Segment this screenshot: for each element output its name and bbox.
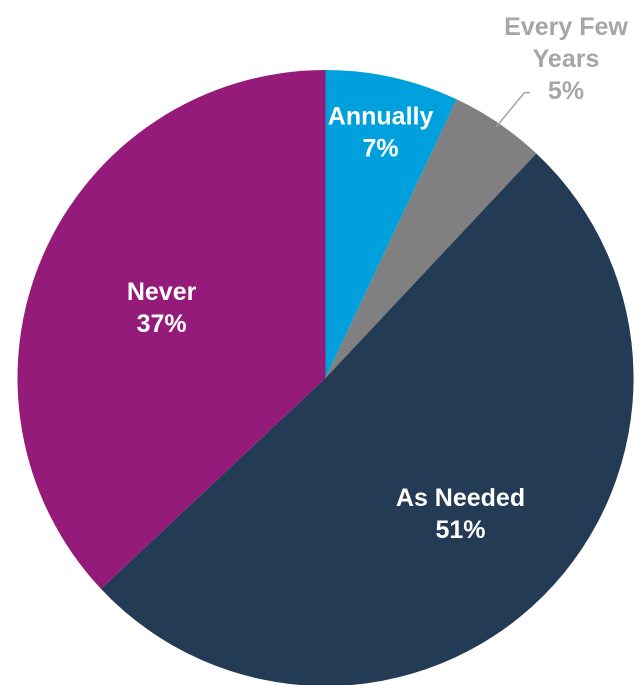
- pie-slice-as-needed: [100, 153, 634, 685]
- leader-line-every-few-years: [495, 91, 530, 128]
- slice-name-as-needed: As Needed: [396, 484, 525, 512]
- slice-name-annually: Annually: [328, 103, 434, 131]
- pie-labels: Annually 7% Every Few Years 5% As Needed 51% Ne…: [127, 13, 629, 544]
- pie-slice-annually: [325, 70, 457, 378]
- pie-slice-never: [17, 70, 326, 589]
- slice-label-as-needed: As Needed 51%: [396, 484, 525, 544]
- pie-slice-every-few-years: [325, 99, 537, 378]
- slice-name-every-few-years: Every Few: [504, 13, 628, 41]
- slice-percent-annually: 7%: [363, 135, 399, 163]
- slice-name-every-few-years: Years: [533, 45, 600, 73]
- pie-leader-lines: [495, 91, 530, 128]
- slice-percent-as-needed: 51%: [435, 516, 485, 544]
- pie-slices: [17, 70, 634, 685]
- slice-name-never: Never: [127, 278, 197, 306]
- slice-label-every-few-years: Every Few Years 5%: [504, 13, 628, 105]
- slice-percent-never: 37%: [137, 310, 187, 338]
- slice-label-never: Never 37%: [127, 278, 197, 338]
- slice-percent-every-few-years: 5%: [548, 77, 584, 105]
- slice-label-annually: Annually 7%: [328, 103, 434, 163]
